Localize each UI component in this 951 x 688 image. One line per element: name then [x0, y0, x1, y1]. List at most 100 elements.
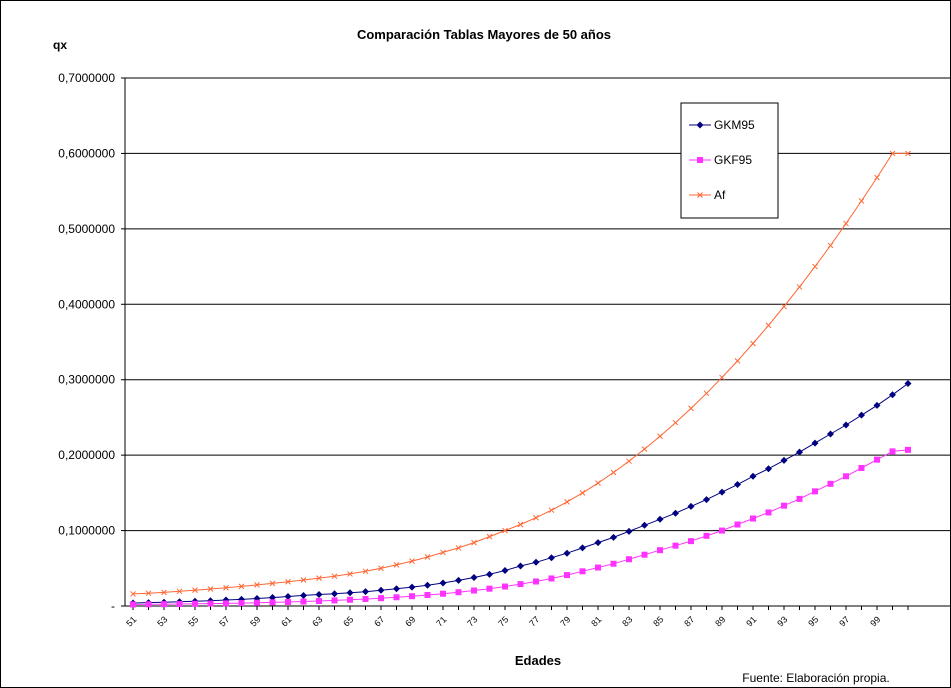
- legend-marker-gkm95: [696, 121, 704, 129]
- data-point-gkf95: [858, 464, 865, 471]
- x-tick-label: 67: [372, 614, 386, 628]
- data-point-gkm95: [718, 488, 726, 496]
- data-point-af: [161, 589, 167, 596]
- series-line-gkm95: [132, 383, 909, 604]
- data-point-af: [362, 568, 369, 575]
- data-point-gkf95: [300, 598, 307, 605]
- data-point-af: [130, 591, 136, 597]
- data-point-af: [300, 577, 307, 583]
- data-point-gkm95: [703, 496, 710, 504]
- data-point-af: [440, 549, 446, 556]
- data-point-af: [517, 521, 524, 528]
- data-point-gkf95: [734, 521, 741, 528]
- data-point-af: [393, 562, 400, 568]
- x-tick-label: 95: [806, 614, 820, 628]
- data-point-af: [843, 220, 849, 227]
- data-point-gkm95: [610, 533, 617, 541]
- data-point-af: [579, 490, 586, 496]
- data-point-gkf95: [145, 601, 152, 608]
- data-point-gkm95: [300, 591, 307, 599]
- data-point-gkf95: [502, 583, 508, 590]
- data-point-gkm95: [501, 567, 509, 575]
- data-point-gkm95: [470, 573, 478, 581]
- x-tick-label: 77: [527, 614, 541, 628]
- data-point-af: [626, 458, 632, 465]
- data-point-gkm95: [842, 421, 850, 429]
- data-point-af: [827, 242, 834, 249]
- data-point-gkm95: [858, 411, 865, 419]
- legend: GKM95 GKF95 Af: [680, 102, 779, 219]
- data-point-af: [223, 584, 229, 591]
- data-point-gkf95: [781, 502, 787, 509]
- x-tick-label: 65: [341, 614, 355, 628]
- data-point-gkf95: [455, 589, 462, 596]
- data-point-af: [502, 527, 508, 534]
- data-point-gkf95: [719, 527, 725, 534]
- data-point-gkf95: [889, 448, 896, 455]
- data-point-gkf95: [130, 601, 136, 608]
- data-point-gkm95: [393, 585, 400, 593]
- data-point-af: [145, 590, 152, 597]
- data-point-gkf95: [161, 601, 167, 608]
- data-point-gkm95: [346, 589, 354, 597]
- data-point-gkf95: [765, 509, 772, 516]
- data-point-af: [548, 507, 555, 514]
- data-point-gkm95: [780, 456, 788, 464]
- data-point-af: [471, 539, 477, 546]
- data-point-gkm95: [408, 583, 416, 591]
- data-point-gkm95: [315, 591, 323, 599]
- data-point-gkm95: [424, 581, 431, 589]
- data-point-af: [269, 580, 276, 587]
- data-point-af: [347, 571, 353, 577]
- data-point-gkf95: [269, 599, 276, 606]
- x-tick-label: 59: [248, 614, 262, 628]
- source-note: Fuente: Elaboración propia.: [742, 671, 889, 685]
- y-tick-label: 0,7000000: [58, 71, 115, 85]
- data-point-af: [796, 284, 803, 290]
- data-point-gkf95: [548, 575, 555, 582]
- x-tick-label: 75: [496, 614, 510, 628]
- legend-marker-af: [697, 192, 703, 198]
- data-point-gkf95: [796, 495, 803, 502]
- x-tick-label: 93: [775, 614, 789, 628]
- data-point-af: [719, 374, 725, 381]
- data-point-af: [254, 582, 260, 588]
- data-point-af: [657, 433, 663, 440]
- x-tick-label: 97: [837, 614, 851, 628]
- data-point-gkf95: [378, 595, 384, 602]
- x-tick-label: 51: [124, 614, 138, 628]
- data-point-gkf95: [750, 515, 756, 522]
- x-tick-label: 85: [651, 614, 665, 628]
- data-point-gkm95: [439, 579, 447, 587]
- y-tick-label: -: [111, 599, 115, 613]
- data-point-gkf95: [905, 446, 911, 453]
- data-point-gkm95: [873, 401, 881, 409]
- data-point-gkm95: [579, 544, 586, 552]
- x-tick-label: 81: [589, 614, 603, 628]
- legend-label-gkf95: GKF95: [714, 153, 752, 167]
- y-tick-label: 0,2000000: [58, 448, 115, 462]
- data-point-af: [207, 586, 214, 592]
- y-tick-label: 0,1000000: [58, 524, 115, 538]
- data-point-af: [858, 198, 865, 204]
- chart-title: Comparación Tablas Mayores de 50 años: [357, 27, 611, 42]
- data-point-gkm95: [904, 379, 912, 387]
- data-point-gkf95: [316, 598, 322, 605]
- data-point-af: [238, 583, 245, 590]
- data-point-af: [812, 263, 818, 270]
- data-point-af: [688, 405, 694, 412]
- x-tick-label: 55: [186, 614, 200, 628]
- data-point-af: [192, 587, 198, 594]
- data-point-af: [564, 499, 570, 505]
- data-point-af: [905, 150, 911, 157]
- data-point-gkf95: [254, 599, 260, 606]
- data-point-gkm95: [641, 521, 648, 529]
- y-tick-label: 0,5000000: [58, 222, 115, 236]
- data-point-gkf95: [486, 585, 493, 592]
- data-point-gkm95: [377, 586, 385, 594]
- data-point-gkm95: [269, 594, 276, 602]
- data-point-gkf95: [579, 568, 586, 575]
- data-point-gkm95: [749, 472, 757, 480]
